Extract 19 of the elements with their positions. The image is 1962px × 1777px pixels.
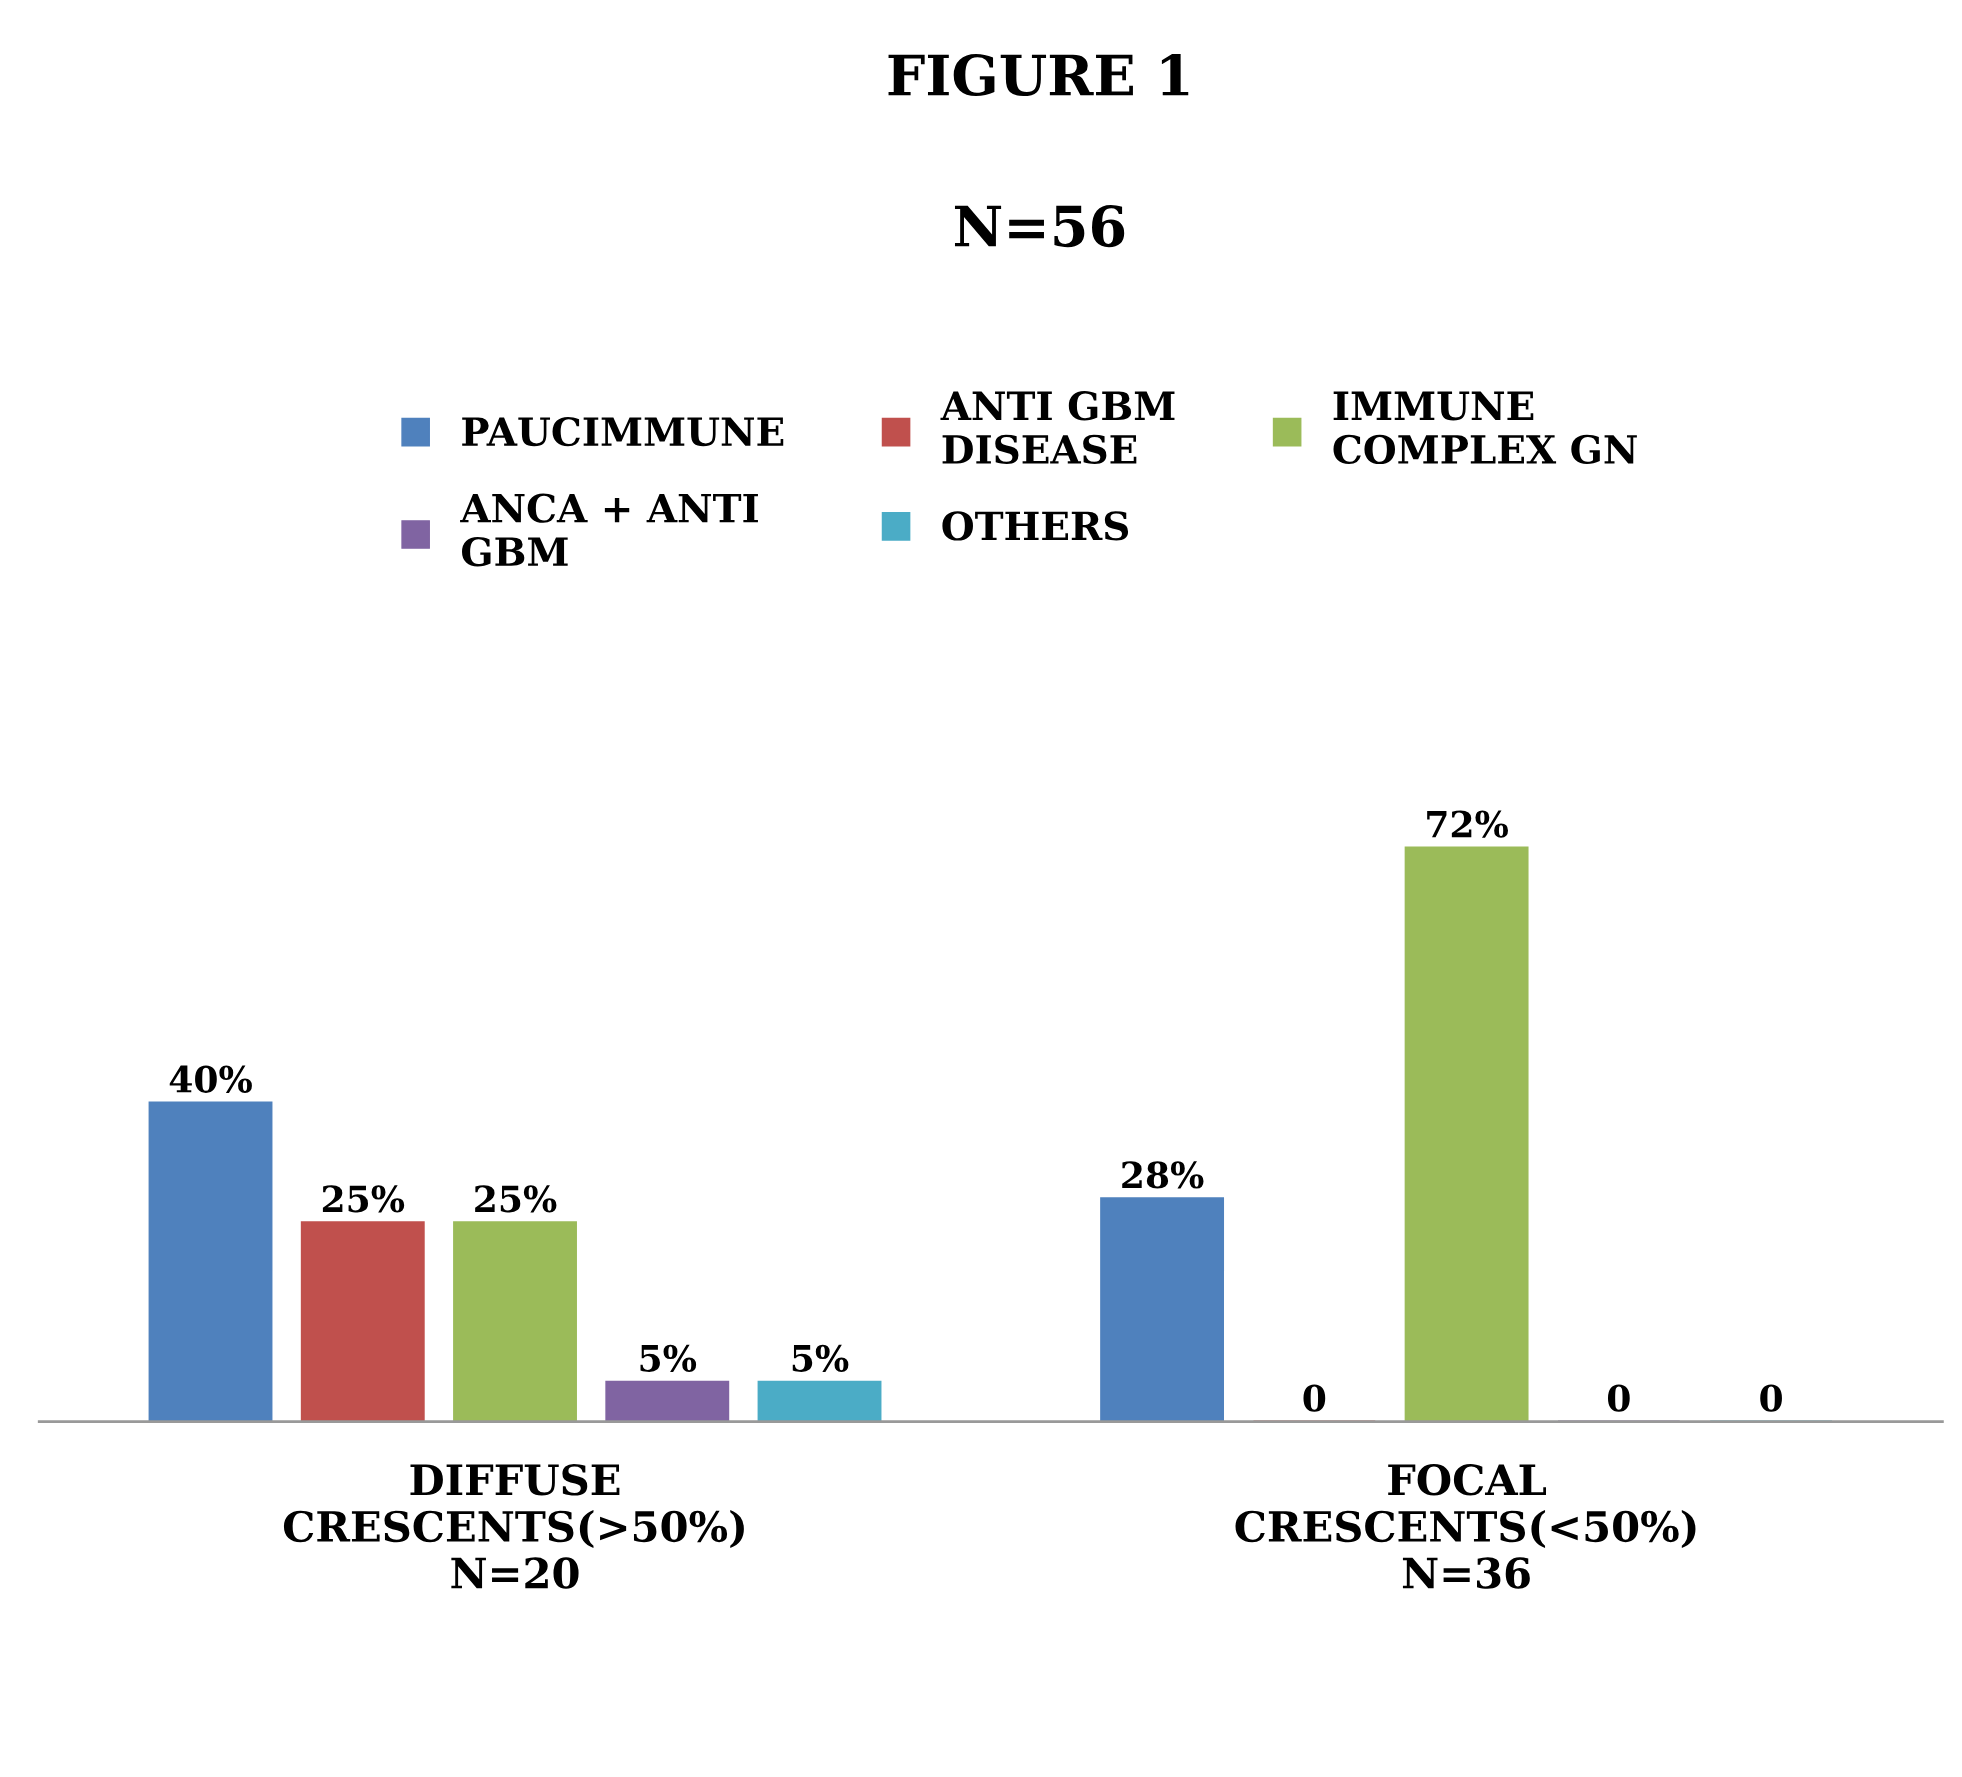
legend-label: IMMUNE COMPLEX GN [1333,391,1637,465]
legend-label: PAUCIMMUNE [462,416,784,447]
legend-label: ANTI GBM DISEASE [940,391,1175,465]
legend-label: OTHERS [942,511,1129,541]
data-label: 28% [1122,1161,1204,1189]
data-label: 0 [1760,1384,1782,1412]
data-label: 40% [169,1065,252,1093]
data-label: 25% [322,1185,405,1213]
data-label: 72% [1427,810,1508,838]
x-tick-label: DIFFUSE CRESCENTS(>50%) N=20 [283,1464,744,1589]
chart-subtitle: N=56 [954,205,1125,248]
data-label: 25% [475,1185,557,1213]
x-tick-label: FOCAL CRESCENTS(<50%) N=36 [1235,1464,1696,1589]
chart-title: FIGURE 1 [888,54,1189,97]
data-label: 5% [792,1344,849,1372]
data-label: 5% [640,1344,697,1372]
data-label: 0 [1607,1384,1630,1412]
data-label: 0 [1303,1384,1326,1412]
legend-label: ANCA + ANTI GBM [460,493,758,567]
